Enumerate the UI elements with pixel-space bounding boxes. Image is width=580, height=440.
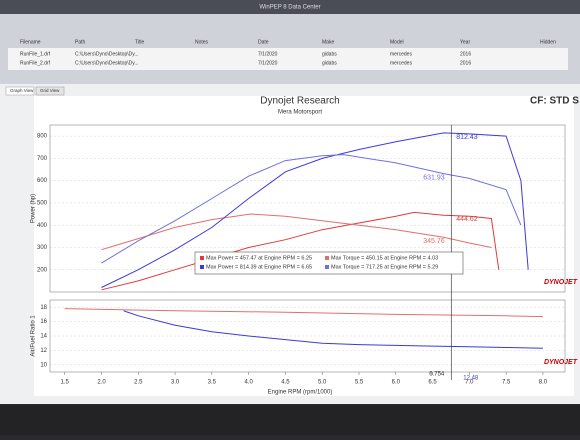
column-header: Notes xyxy=(195,39,209,45)
y-axis-label: Power (hp) xyxy=(31,194,37,223)
tab[interactable] xyxy=(5,86,35,96)
cursor-afr: 12.48 xyxy=(463,376,479,382)
monitor-bezel xyxy=(0,405,580,435)
x-tick-label: 4.0 xyxy=(244,380,253,386)
table-cell[interactable]: 7/1/2020 xyxy=(258,60,278,66)
cursor-value: 444.62 xyxy=(456,216,478,223)
y-tick-label: 12 xyxy=(40,348,47,354)
x-tick-label: 2.5 xyxy=(134,380,143,386)
table xyxy=(8,48,568,70)
table-cell[interactable]: gidabs xyxy=(322,51,337,57)
y-tick-label: 300 xyxy=(37,245,48,251)
x-tick-label: 1.5 xyxy=(61,380,70,386)
logo: DYNOJET xyxy=(544,279,578,286)
tab-label[interactable]: Graph View xyxy=(10,88,34,93)
y-tick-label: 10 xyxy=(40,362,47,368)
x-tick-label: 3.5 xyxy=(208,380,217,386)
y-tick-label: 16 xyxy=(40,319,47,325)
legend-swatch xyxy=(325,256,329,260)
y-tick-label: 200 xyxy=(37,267,48,273)
window-title: WinPEP 8 Data Center xyxy=(259,5,320,11)
y-tick-label: 600 xyxy=(37,178,48,184)
title-bar xyxy=(0,0,580,14)
legend-label: Max Torque = 450.15 at Engine RPM = 4.03 xyxy=(331,255,438,261)
chart-subtitle: Mera Motorsport xyxy=(278,110,322,116)
series-line xyxy=(101,213,492,251)
legend-label: Max Torque = 717.25 at Engine RPM = 5.29 xyxy=(331,264,438,270)
column-header: Model xyxy=(390,39,404,45)
y-tick-label: 400 xyxy=(37,223,48,229)
plot-frame xyxy=(49,124,566,293)
table-cell[interactable]: RunFile_2.drf xyxy=(20,60,51,66)
x-tick-label: 6.5 xyxy=(428,380,437,386)
table-cell[interactable]: 2016 xyxy=(460,51,471,57)
series-line xyxy=(101,211,500,291)
table-cell[interactable]: gidabs xyxy=(322,60,337,66)
chart-title: Dynojet Research xyxy=(260,96,339,107)
y-axis-label: Air/Fuel Ratio 1 xyxy=(31,315,37,357)
legend-label: Max Power = 814.39 at Engine RPM = 6.65 xyxy=(206,264,312,270)
x-tick-label: 2.0 xyxy=(97,380,106,386)
x-tick-label: 5.0 xyxy=(318,380,327,386)
table-cell[interactable]: 7/1/2020 xyxy=(258,51,278,57)
y-tick-label: 500 xyxy=(37,201,48,207)
x-tick-label: 3.0 xyxy=(171,380,180,386)
column-header: Title xyxy=(135,39,144,45)
series-line xyxy=(123,310,543,349)
cursor-value: 345.76 xyxy=(423,238,445,245)
column-header: Path xyxy=(75,39,86,45)
column-header: Filename xyxy=(20,39,41,45)
table-cell[interactable]: C:\Users\Dyno\Desktop\Dy... xyxy=(75,51,139,57)
legend-swatch xyxy=(200,265,204,269)
series-line xyxy=(64,308,543,318)
x-tick-label: 8.0 xyxy=(539,380,548,386)
x-tick-label: 6.0 xyxy=(392,380,401,386)
logo: DYNOJET xyxy=(544,359,578,366)
tab[interactable] xyxy=(35,86,65,96)
y-tick-label: 14 xyxy=(40,334,47,340)
table-cell[interactable]: mercedes xyxy=(390,60,412,66)
table-cell[interactable]: 2016 xyxy=(460,60,471,66)
cursor-value: 812.43 xyxy=(456,134,478,141)
y-tick-label: 18 xyxy=(40,305,47,311)
table-cell[interactable]: C:\Users\Dyno\Desktop\Dy... xyxy=(75,60,139,66)
y-tick-label: 700 xyxy=(37,156,48,162)
legend-swatch xyxy=(325,265,329,269)
table-cell[interactable]: mercedes xyxy=(390,51,412,57)
x-tick-label: 5.5 xyxy=(355,380,364,386)
cursor-rpm: 6.754 xyxy=(429,372,445,378)
column-header: Hidden xyxy=(540,39,556,45)
x-axis-label: Engine RPM (rpm/1000) xyxy=(268,390,333,396)
column-header: Date xyxy=(258,39,269,45)
x-tick-label: 7.0 xyxy=(465,380,474,386)
column-header: Make xyxy=(322,39,334,45)
legend-swatch xyxy=(200,256,204,260)
legend-label: Max Power = 457.47 at Engine RPM = 6.25 xyxy=(206,255,312,261)
x-tick-label: 7.5 xyxy=(502,380,511,386)
tab-label[interactable]: Grid View xyxy=(40,88,60,93)
legend xyxy=(194,251,464,275)
series-line xyxy=(101,154,522,264)
table-cell[interactable]: RunFile_1.drf xyxy=(20,51,51,57)
series-line xyxy=(101,132,529,288)
column-header: Year xyxy=(460,39,470,45)
y-tick-label: 800 xyxy=(37,134,48,140)
correction-factor: CF: STD S xyxy=(530,96,579,107)
x-tick-label: 4.5 xyxy=(281,380,290,386)
cursor-value: 631.93 xyxy=(423,174,445,181)
